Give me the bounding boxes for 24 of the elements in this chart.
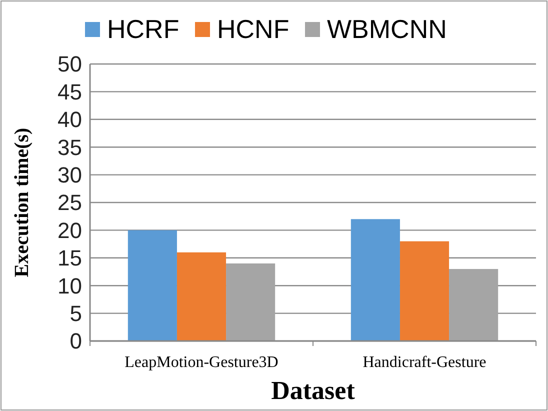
bar <box>350 219 400 341</box>
y-tick-label: 30 <box>58 162 82 188</box>
bar <box>226 263 276 341</box>
x-tick-label: Handicraft-Gesture <box>362 354 486 371</box>
x-tick-label: LeapMotion-Gesture3D <box>124 354 278 371</box>
y-tick-label: 20 <box>58 218 82 243</box>
bar <box>176 252 226 341</box>
y-tick-label: 25 <box>58 190 82 216</box>
y-tick-label: 0 <box>70 328 82 354</box>
y-axis-title: Execution time(s) <box>11 128 33 278</box>
y-tick-label: 40 <box>58 107 82 132</box>
bar <box>449 268 498 341</box>
y-tick-label: 45 <box>58 79 82 104</box>
y-tick-label: 35 <box>58 134 82 160</box>
bar <box>128 230 177 341</box>
y-tick-label: 15 <box>58 246 82 271</box>
y-tick-label: 5 <box>70 301 82 326</box>
x-axis-title: Dataset <box>271 376 356 405</box>
y-tick-label: 50 <box>58 52 82 77</box>
legend-label: WBMCNN <box>327 14 447 44</box>
bar <box>400 241 450 341</box>
legend-label: HCRF <box>107 14 180 44</box>
legend-label: HCNF <box>217 14 290 44</box>
y-tick-label: 10 <box>58 273 82 298</box>
